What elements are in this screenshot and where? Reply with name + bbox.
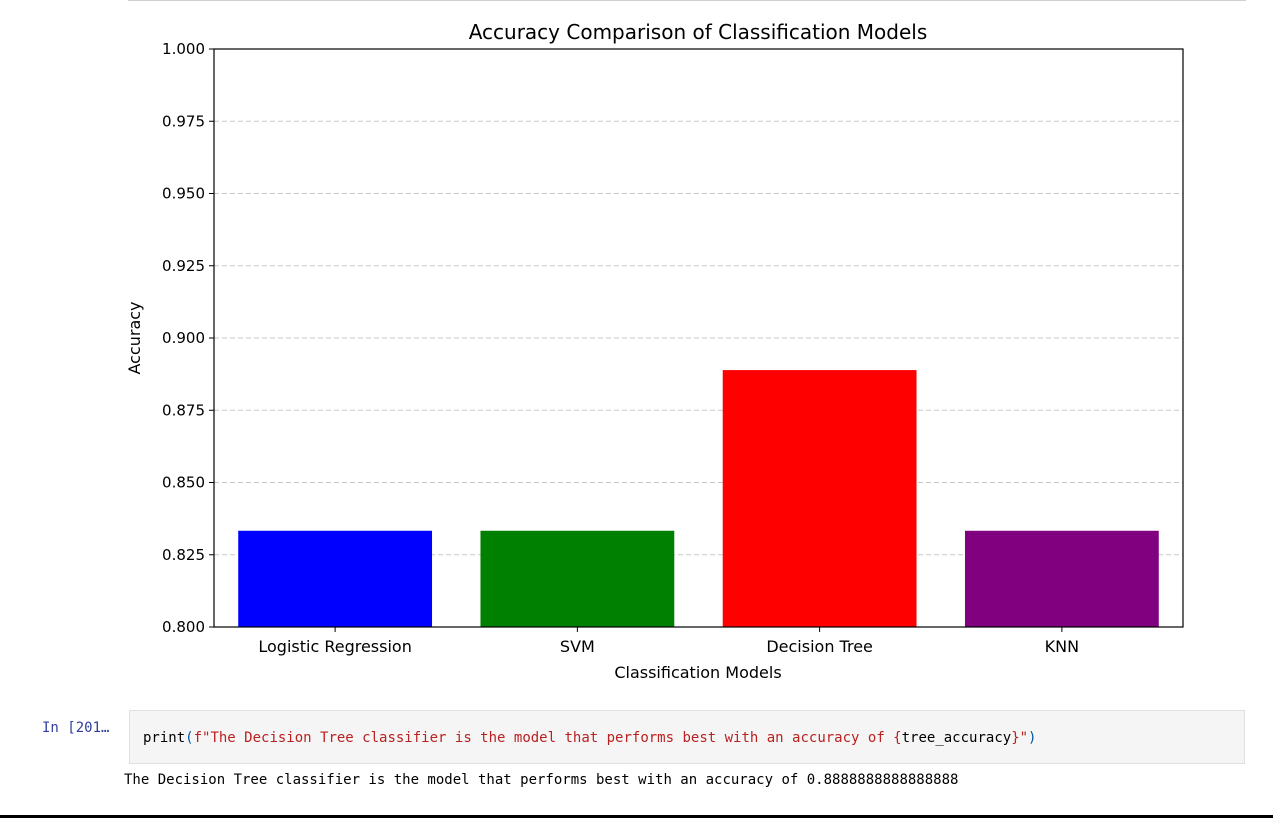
y-tick-label: 0.925 (162, 257, 205, 275)
x-axis-ticks: Logistic Regression SVM Decision Tree KNN (258, 627, 1079, 656)
x-axis-label: Classification Models (614, 663, 781, 682)
code-cell[interactable]: In [201… print(f"The Decision Tree class… (0, 710, 1273, 766)
previous-cell-border (128, 0, 1246, 1)
y-tick-label: 0.950 (162, 185, 205, 203)
y-tick-label: 0.850 (162, 474, 205, 492)
chart-title: Accuracy Comparison of Classification Mo… (469, 20, 928, 44)
code-open-paren: ( (185, 730, 194, 746)
code-editor[interactable]: print(f"The Decision Tree classifier is … (129, 710, 1245, 764)
bar-svm (480, 530, 675, 627)
code-string-open: f"The Decision Tree classifier is the mo… (193, 730, 902, 746)
x-tick-label: Logistic Regression (258, 637, 411, 656)
x-tick-label: KNN (1045, 637, 1079, 656)
y-tick-label: 0.900 (162, 329, 205, 347)
code-line[interactable]: print(f"The Decision Tree classifier is … (143, 730, 1036, 746)
y-tick-label: 0.875 (162, 401, 205, 419)
y-tick-label: 0.825 (162, 546, 205, 564)
grid-lines (214, 120, 1183, 556)
code-func: print (143, 730, 186, 746)
cell-prompt: In [201… (42, 720, 110, 736)
x-tick-label: Decision Tree (766, 637, 873, 656)
code-variable: tree_accuracy (901, 730, 1012, 746)
y-tick-label: 0.975 (162, 112, 205, 130)
bottom-divider (0, 815, 1273, 818)
y-tick-label: 0.800 (162, 618, 205, 636)
code-close-paren: ) (1028, 730, 1037, 746)
y-axis-ticks: 0.800 0.825 0.850 0.875 0.900 0.925 0.950 0.975… (162, 40, 214, 636)
x-tick-label: SVM (560, 637, 595, 656)
code-string-close: }" (1011, 730, 1029, 746)
bar-decision-tree (722, 370, 917, 627)
bars (238, 370, 1159, 627)
cell-output-text: The Decision Tree classifier is the mode… (124, 772, 959, 788)
bar-chart: 0.800 0.825 0.850 0.875 0.900 0.925 0.950 0.975… (125, 20, 1184, 682)
y-tick-label: 1.000 (162, 40, 205, 58)
bar-knn (964, 530, 1159, 627)
bar-logistic-regression (238, 530, 433, 627)
y-axis-label: Accuracy (125, 301, 144, 374)
chart-output: 0.800 0.825 0.850 0.875 0.900 0.925 0.950 0.975… (125, 20, 1184, 682)
